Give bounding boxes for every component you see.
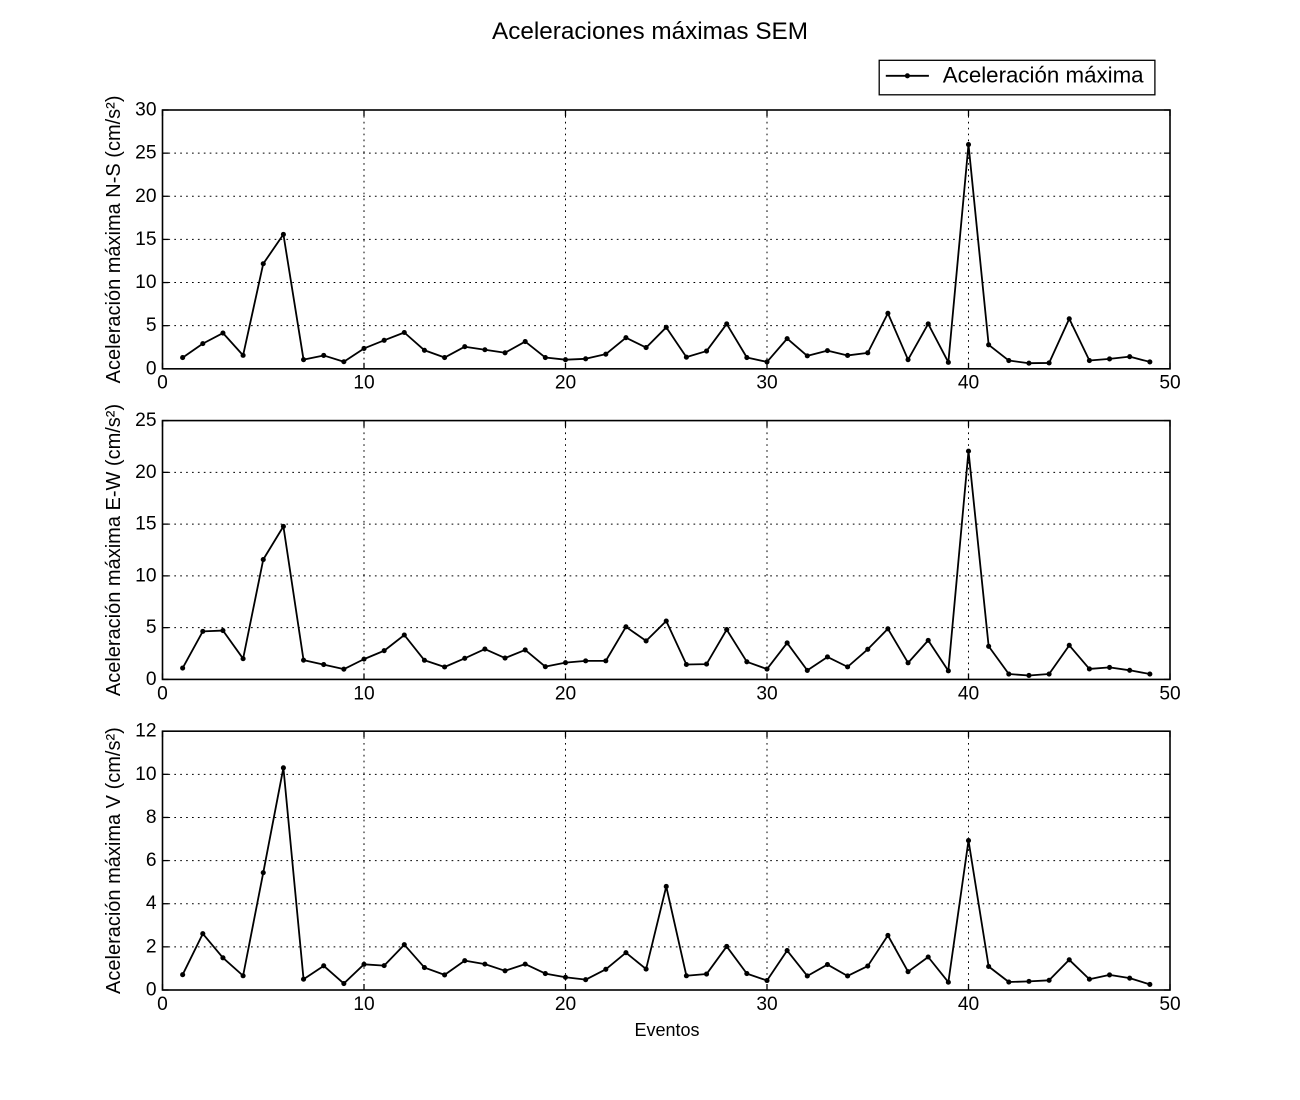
svg-text:20: 20 bbox=[135, 462, 156, 483]
svg-text:20: 20 bbox=[555, 683, 576, 704]
svg-text:10: 10 bbox=[135, 565, 156, 586]
svg-text:Eventos: Eventos bbox=[634, 1020, 699, 1040]
svg-text:30: 30 bbox=[756, 683, 777, 704]
svg-text:4: 4 bbox=[146, 893, 157, 914]
svg-text:40: 40 bbox=[958, 683, 979, 704]
svg-text:10: 10 bbox=[135, 764, 156, 785]
svg-text:20: 20 bbox=[555, 994, 576, 1015]
svg-text:Aceleración máxima V (cm/s²): Aceleración máxima V (cm/s²) bbox=[103, 727, 125, 994]
svg-text:15: 15 bbox=[135, 229, 156, 250]
svg-text:6: 6 bbox=[146, 850, 157, 871]
svg-text:10: 10 bbox=[353, 373, 374, 394]
svg-text:Aceleración máxima: Aceleración máxima bbox=[943, 63, 1144, 88]
svg-text:30: 30 bbox=[135, 100, 156, 121]
svg-text:40: 40 bbox=[958, 373, 979, 394]
svg-text:30: 30 bbox=[756, 994, 777, 1015]
svg-text:10: 10 bbox=[135, 272, 156, 293]
svg-text:2: 2 bbox=[146, 936, 157, 957]
svg-text:30: 30 bbox=[756, 373, 777, 394]
svg-text:15: 15 bbox=[135, 514, 156, 535]
svg-text:8: 8 bbox=[146, 807, 157, 828]
svg-text:25: 25 bbox=[135, 143, 156, 164]
svg-text:Aceleración máxima N-S (cm/s²): Aceleración máxima N-S (cm/s²) bbox=[103, 95, 125, 383]
svg-text:50: 50 bbox=[1159, 683, 1180, 704]
svg-text:25: 25 bbox=[135, 410, 156, 431]
svg-text:5: 5 bbox=[146, 315, 157, 336]
svg-text:50: 50 bbox=[1159, 994, 1180, 1015]
svg-text:12: 12 bbox=[135, 721, 156, 742]
svg-text:0: 0 bbox=[146, 358, 157, 379]
svg-text:20: 20 bbox=[555, 373, 576, 394]
svg-text:0: 0 bbox=[146, 980, 157, 1001]
svg-text:20: 20 bbox=[135, 186, 156, 207]
svg-text:0: 0 bbox=[157, 373, 168, 394]
svg-text:Aceleraciones máximas SEM: Aceleraciones máximas SEM bbox=[492, 18, 808, 45]
svg-text:50: 50 bbox=[1159, 373, 1180, 394]
svg-text:10: 10 bbox=[353, 994, 374, 1015]
svg-text:Aceleración máxima E-W (cm/s²): Aceleración máxima E-W (cm/s²) bbox=[103, 404, 125, 696]
svg-text:0: 0 bbox=[157, 683, 168, 704]
svg-text:0: 0 bbox=[157, 994, 168, 1015]
svg-text:10: 10 bbox=[353, 683, 374, 704]
svg-text:0: 0 bbox=[146, 669, 157, 690]
svg-text:40: 40 bbox=[958, 994, 979, 1015]
svg-text:5: 5 bbox=[146, 617, 157, 638]
